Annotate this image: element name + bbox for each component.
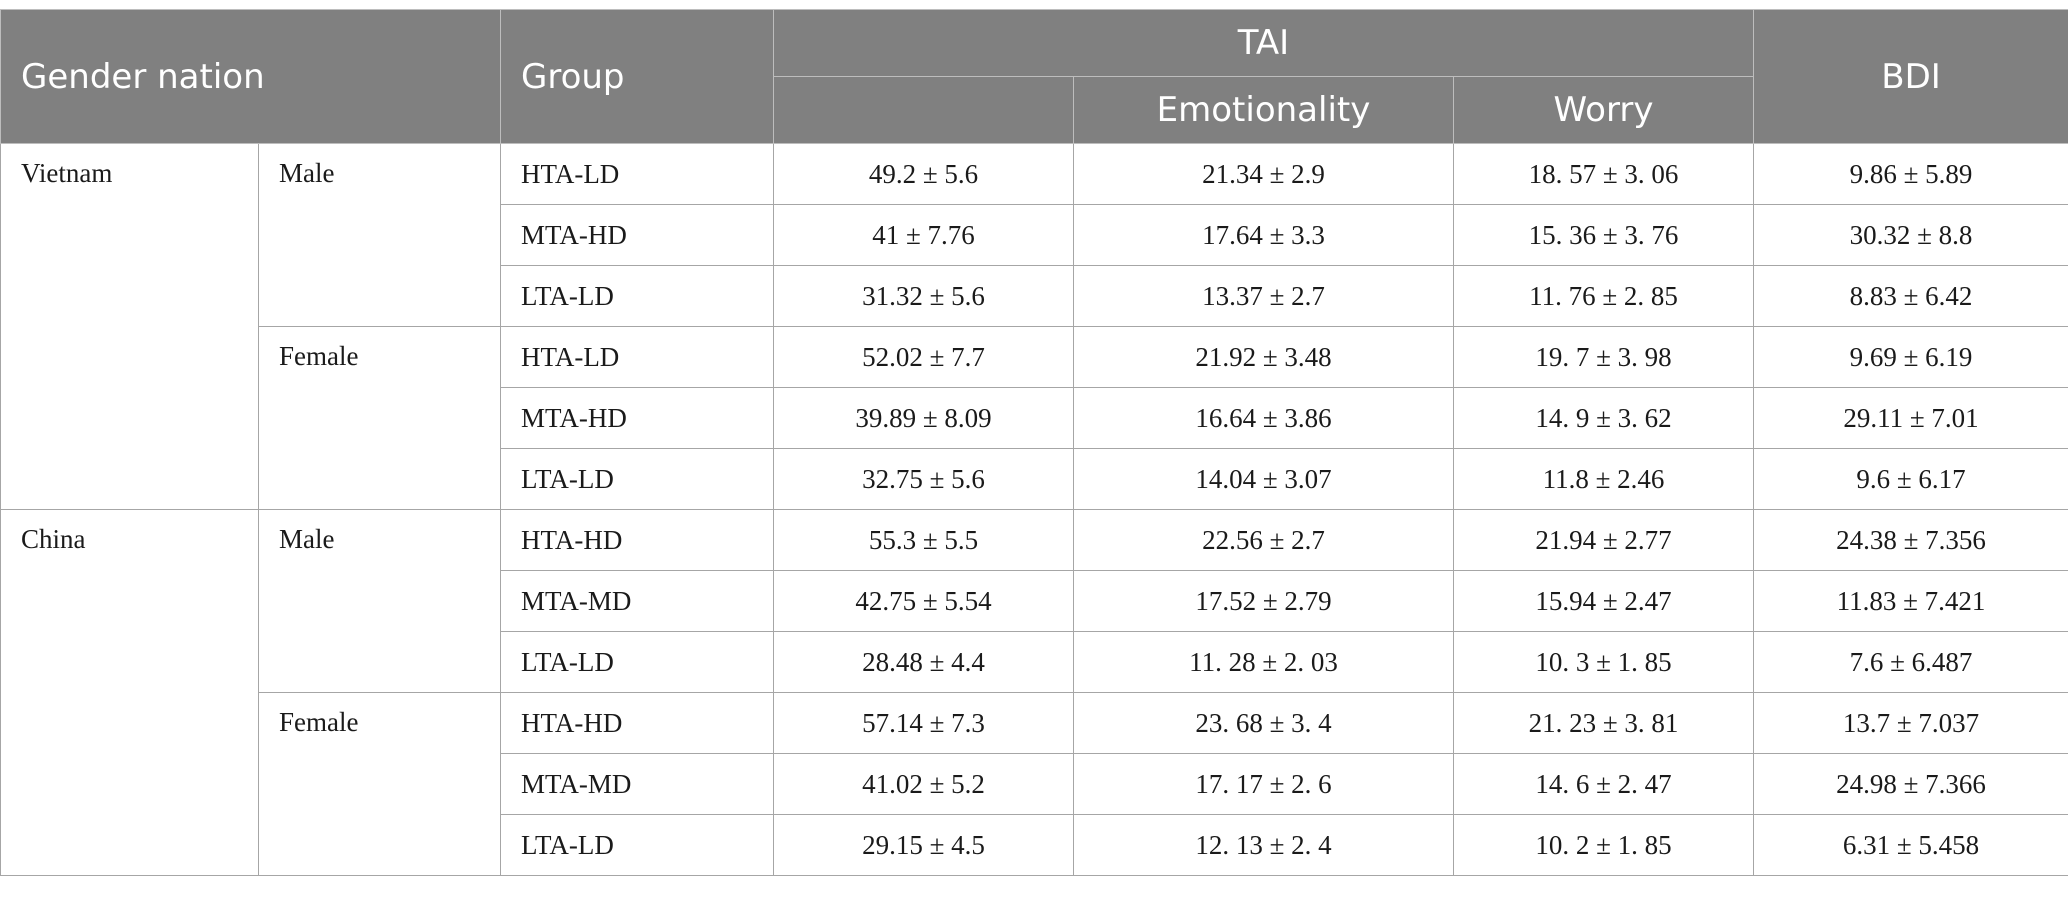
tai-cell: 57.14 ± 7.3 [773, 692, 1074, 754]
worry-cell: 10. 3 ± 1. 85 [1452, 631, 1755, 693]
worry-cell: 11. 76 ± 2. 85 [1452, 265, 1755, 327]
bdi-cell: 13.7 ± 7.037 [1753, 692, 2068, 754]
bdi-cell: 9.6 ± 6.17 [1753, 448, 2068, 510]
table-row: Female HTA-HD 57.14 ± 7.3 23. 68 ± 3. 4 … [1, 692, 2068, 876]
worry-cell: 14. 9 ± 3. 62 [1452, 387, 1755, 449]
emotionality-cell: 21.34 ± 2.9 [1073, 143, 1454, 205]
tai-cell: 32.75 ± 5.6 [773, 448, 1074, 510]
emotionality-cell: 22.56 ± 2.7 [1073, 509, 1454, 571]
worry-cell: 15. 36 ± 3. 76 [1452, 204, 1755, 266]
group-cell: LTA-LD [500, 631, 774, 693]
bdi-cell: 29.11 ± 7.01 [1753, 387, 2068, 449]
gender-cell: Male [258, 143, 501, 327]
bdi-cell: 24.38 ± 7.356 [1753, 509, 2068, 571]
emotionality-cell: 12. 13 ± 2. 4 [1073, 814, 1454, 876]
tai-cell: 49.2 ± 5.6 [773, 143, 1074, 205]
header-tai-total [773, 76, 1074, 144]
emotionality-cell: 17.64 ± 3.3 [1073, 204, 1454, 266]
emotionality-cell: 17. 17 ± 2. 6 [1073, 753, 1454, 815]
worry-cell: 14. 6 ± 2. 47 [1452, 753, 1755, 815]
emotionality-cell: 23. 68 ± 3. 4 [1073, 692, 1454, 754]
group-cell: LTA-LD [500, 265, 774, 327]
table-row: Female HTA-LD 52.02 ± 7.7 21.92 ± 3.48 1… [1, 326, 2068, 510]
worry-cell: 21. 23 ± 3. 81 [1452, 692, 1755, 754]
bdi-cell: 11.83 ± 7.421 [1753, 570, 2068, 632]
tai-cell: 39.89 ± 8.09 [773, 387, 1074, 449]
tai-cell: 55.3 ± 5.5 [773, 509, 1074, 571]
bdi-cell: 9.86 ± 5.89 [1753, 143, 2068, 205]
header-worry: Worry [1452, 76, 1755, 144]
group-cell: HTA-HD [500, 509, 774, 571]
tai-cell: 29.15 ± 4.5 [773, 814, 1074, 876]
worry-cell: 21.94 ± 2.77 [1452, 509, 1755, 571]
worry-cell: 18. 57 ± 3. 06 [1452, 143, 1755, 205]
emotionality-cell: 17.52 ± 2.79 [1073, 570, 1454, 632]
bdi-cell: 9.69 ± 6.19 [1753, 326, 2068, 388]
gender-cell: Female [258, 326, 501, 510]
header-gender-nation: Gender nation [0, 9, 501, 144]
nation-cell: Vietnam [0, 143, 259, 510]
gender-cell: Female [258, 692, 501, 876]
tai-cell: 52.02 ± 7.7 [773, 326, 1074, 388]
table-row: Vietnam Male HTA-LD 49.2 ± 5.6 21.34 ± 2… [0, 143, 2068, 510]
results-table: Gender nation Group TAI BDI Emotionality… [0, 9, 2068, 876]
tai-cell: 42.75 ± 5.54 [773, 570, 1074, 632]
table-header: Gender nation Group TAI BDI Emotionality… [0, 9, 2068, 144]
bdi-cell: 8.83 ± 6.42 [1753, 265, 2068, 327]
tai-cell: 41 ± 7.76 [773, 204, 1074, 266]
header-tai: TAI [772, 9, 1755, 77]
table-row: MTA-MD 41.02 ± 5.2 17. 17 ± 2. 6 14. 6 ±… [1, 753, 2068, 815]
emotionality-cell: 14.04 ± 3.07 [1073, 448, 1454, 510]
tai-cell: 41.02 ± 5.2 [773, 753, 1074, 815]
worry-cell: 15.94 ± 2.47 [1452, 570, 1755, 632]
bdi-cell: 6.31 ± 5.458 [1753, 814, 2068, 876]
worry-cell: 11.8 ± 2.46 [1452, 448, 1755, 510]
emotionality-cell: 21.92 ± 3.48 [1073, 326, 1454, 388]
gender-cell: Male [258, 509, 501, 693]
emotionality-cell: 16.64 ± 3.86 [1073, 387, 1454, 449]
table-row: MTA-HD 39.89 ± 8.09 16.64 ± 3.86 14. 9 ±… [1, 387, 2068, 449]
group-cell: LTA-LD [500, 448, 774, 510]
bdi-cell: 7.6 ± 6.487 [1753, 631, 2068, 693]
group-cell: HTA-LD [500, 143, 774, 205]
header-emotionality: Emotionality [1073, 76, 1454, 144]
emotionality-cell: 13.37 ± 2.7 [1073, 265, 1454, 327]
group-cell: HTA-LD [500, 326, 774, 388]
bdi-cell: 24.98 ± 7.366 [1753, 753, 2068, 815]
group-cell: MTA-HD [500, 387, 774, 449]
tai-cell: 31.32 ± 5.6 [773, 265, 1074, 327]
group-cell: HTA-HD [500, 692, 774, 754]
nation-cell: China [0, 509, 259, 876]
table-row: LTA-LD 31.32 ± 5.6 13.37 ± 2.7 11. 76 ± … [1, 265, 2068, 327]
bdi-cell: 30.32 ± 8.8 [1753, 204, 2068, 266]
table-row: China Male HTA-HD 55.3 ± 5.5 22.56 ± 2.7… [0, 509, 2068, 876]
table-body: Vietnam Male HTA-LD 49.2 ± 5.6 21.34 ± 2… [0, 143, 2068, 876]
header-group: Group [500, 9, 774, 144]
table-row: MTA-MD 42.75 ± 5.54 17.52 ± 2.79 15.94 ±… [1, 570, 2068, 632]
group-cell: MTA-MD [500, 570, 774, 632]
data-table-container: Gender nation Group TAI BDI Emotionality… [0, 9, 2068, 876]
group-cell: MTA-HD [500, 204, 774, 266]
table-row: LTA-LD 28.48 ± 4.4 11. 28 ± 2. 03 10. 3 … [1, 631, 2068, 693]
group-cell: MTA-MD [500, 753, 774, 815]
worry-cell: 10. 2 ± 1. 85 [1452, 814, 1755, 876]
emotionality-cell: 11. 28 ± 2. 03 [1073, 631, 1454, 693]
worry-cell: 19. 7 ± 3. 98 [1452, 326, 1755, 388]
tai-cell: 28.48 ± 4.4 [773, 631, 1074, 693]
table-row: LTA-LD 29.15 ± 4.5 12. 13 ± 2. 4 10. 2 ±… [1, 814, 2068, 876]
header-bdi: BDI [1753, 9, 2068, 144]
group-cell: LTA-LD [500, 814, 774, 876]
table-row: LTA-LD 32.75 ± 5.6 14.04 ± 3.07 11.8 ± 2… [1, 448, 2068, 510]
